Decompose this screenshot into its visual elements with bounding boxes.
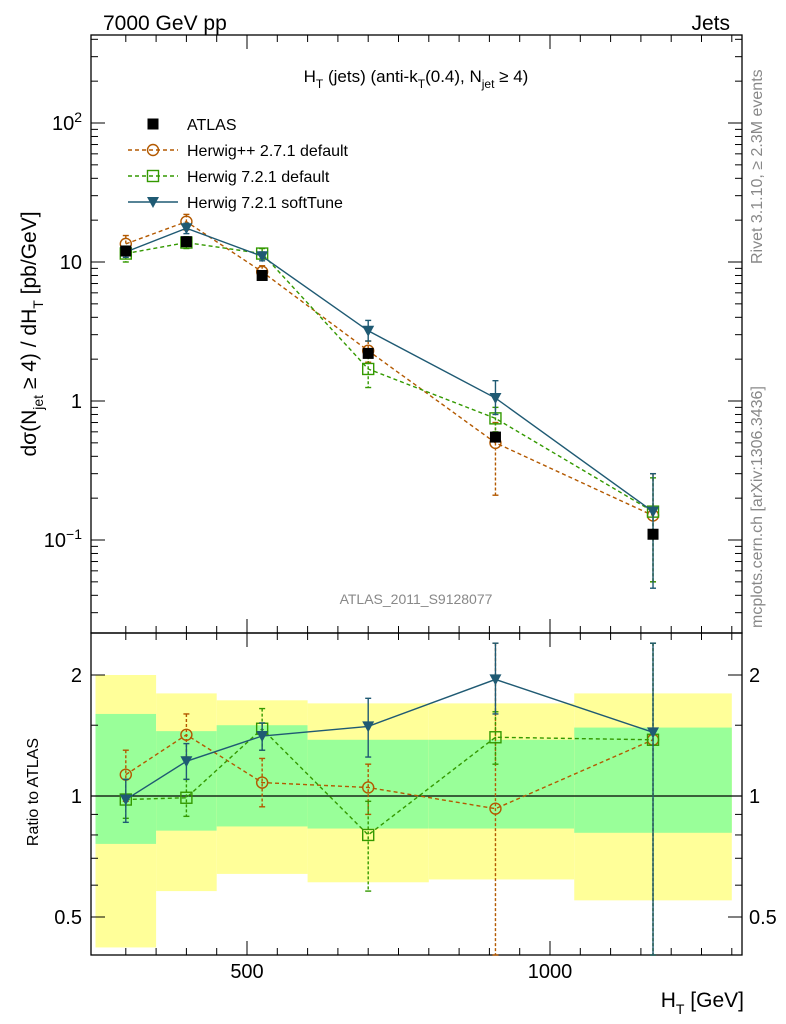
series-line bbox=[125, 227, 654, 513]
ratio-bands bbox=[91, 675, 742, 948]
legend-item: ATLAS bbox=[147, 117, 237, 134]
ratio-y-tick-label: 1 bbox=[749, 786, 760, 808]
data-point bbox=[256, 251, 269, 263]
y-tick-label: 102 bbox=[52, 109, 82, 135]
y-tick-label: 1 bbox=[71, 391, 82, 413]
ratio-y-tick-label: 0.5 bbox=[749, 907, 777, 929]
y-axis-label: dσ(Njet ≥ 4) / dHT [pb/GeV] bbox=[18, 211, 46, 456]
inner-band-bin bbox=[428, 739, 575, 829]
data-point bbox=[180, 236, 192, 248]
series-herwig-7-2-1-softtune bbox=[119, 642, 660, 956]
y-tick-label: 10−1 bbox=[44, 526, 82, 552]
data-point bbox=[489, 802, 502, 815]
svg-text:HT (jets) (anti-kT(0.4), Njet: HT (jets) (anti-kT(0.4), Njet ≥ 4) bbox=[304, 67, 529, 91]
ratio-y-tick-label: 2 bbox=[749, 665, 760, 687]
legend-item: Herwig 7.2.1 default bbox=[128, 169, 330, 186]
data-point bbox=[120, 245, 132, 257]
legend-item: Herwig++ 2.7.1 default bbox=[128, 143, 349, 160]
data-point bbox=[489, 731, 502, 744]
x-tick-label: 1000 bbox=[528, 961, 573, 983]
svg-text:dσ(Njet ≥ 4) / dHT [pb/GeV]: dσ(Njet ≥ 4) / dHT [pb/GeV] bbox=[18, 211, 46, 456]
data-point bbox=[180, 728, 193, 741]
data-point bbox=[362, 347, 374, 359]
series-line bbox=[125, 727, 654, 836]
data-point bbox=[647, 506, 660, 518]
ratio-y-label: Ratio to ATLAS bbox=[25, 738, 42, 846]
legend-item: Herwig 7.2.1 softTune bbox=[128, 195, 343, 212]
data-point bbox=[362, 721, 375, 733]
legend-marker bbox=[147, 197, 159, 208]
mcplots-label: mcplots.cern.ch [arXiv:1306.3436] bbox=[749, 386, 766, 628]
data-point bbox=[362, 325, 375, 337]
x-axis-label: HT [GeV] bbox=[661, 989, 744, 1017]
series-herwig-2-7-1-default bbox=[119, 213, 660, 583]
data-point bbox=[647, 528, 659, 540]
data-point bbox=[256, 269, 268, 281]
svg-text:HT [GeV]: HT [GeV] bbox=[661, 989, 744, 1017]
plot-title: HT (jets) (anti-kT(0.4), Njet ≥ 4) bbox=[304, 67, 529, 91]
series-line bbox=[125, 220, 654, 517]
rivet-label: Rivet 3.1.10, ≥ 2.3M events bbox=[749, 69, 766, 264]
main-series-layer bbox=[119, 213, 660, 589]
data-point bbox=[647, 727, 660, 739]
data-point bbox=[362, 781, 375, 794]
data-point bbox=[180, 756, 193, 768]
x-tick-label: 500 bbox=[230, 961, 263, 983]
legend-label: Herwig 7.2.1 default bbox=[187, 169, 330, 186]
data-point bbox=[256, 731, 269, 743]
ratio-y-tick-label: 2 bbox=[71, 665, 82, 687]
data-point bbox=[180, 223, 193, 235]
axis-ticks: 102 10 1 10−1 500 1000 0.5 0.5 1 1 2 2 bbox=[44, 35, 777, 983]
series-line bbox=[125, 241, 654, 513]
legend-label: Herwig++ 2.7.1 default bbox=[187, 143, 349, 160]
data-point bbox=[362, 828, 375, 842]
legend-label: Herwig 7.2.1 softTune bbox=[187, 195, 343, 212]
series-herwig-7-2-1-default bbox=[119, 236, 660, 583]
series-line bbox=[125, 678, 654, 801]
ratio-y-tick-label: 1 bbox=[71, 786, 82, 808]
ratio-y-tick-label: 0.5 bbox=[54, 907, 82, 929]
data-point bbox=[119, 794, 132, 806]
data-point bbox=[489, 674, 502, 686]
data-point bbox=[255, 776, 269, 789]
header-left: 7000 GeV pp bbox=[103, 12, 227, 35]
legend: ATLAS Herwig++ 2.7.1 default Herwig 7.2.1 … bbox=[128, 117, 349, 212]
data-point bbox=[489, 431, 501, 443]
ratio-series-layer bbox=[119, 642, 660, 956]
y-tick-label: 10 bbox=[60, 252, 82, 274]
header-right: Jets bbox=[691, 12, 730, 35]
legend-marker bbox=[147, 118, 159, 130]
analysis-id: ATLAS_2011_S9128077 bbox=[340, 591, 493, 607]
legend-marker bbox=[146, 143, 160, 157]
ratio-panel-frame bbox=[90, 632, 743, 956]
data-point bbox=[362, 362, 375, 376]
data-point bbox=[489, 393, 502, 405]
legend-label: ATLAS bbox=[187, 117, 237, 134]
series-atlas bbox=[120, 236, 659, 540]
data-point bbox=[180, 791, 193, 804]
legend-marker bbox=[146, 169, 160, 183]
series-herwig-7-2-1-softtune bbox=[119, 222, 660, 589]
